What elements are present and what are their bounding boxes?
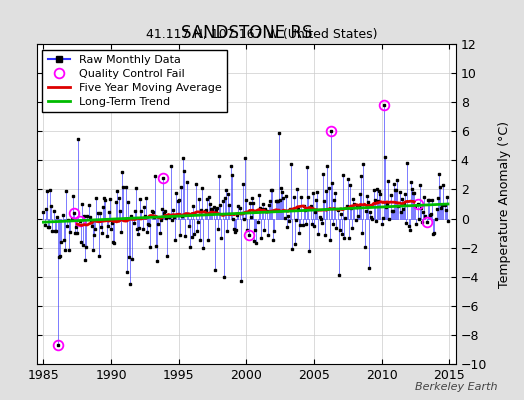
Text: Berkeley Earth: Berkeley Earth <box>416 382 498 392</box>
Y-axis label: Temperature Anomaly (°C): Temperature Anomaly (°C) <box>498 120 511 288</box>
Legend: Raw Monthly Data, Quality Control Fail, Five Year Moving Average, Long-Term Tren: Raw Monthly Data, Quality Control Fail, … <box>42 50 227 112</box>
Text: 41.117 N, 107.167 W (United States): 41.117 N, 107.167 W (United States) <box>146 28 378 41</box>
Title: SANDSTONE RS: SANDSTONE RS <box>181 24 312 42</box>
